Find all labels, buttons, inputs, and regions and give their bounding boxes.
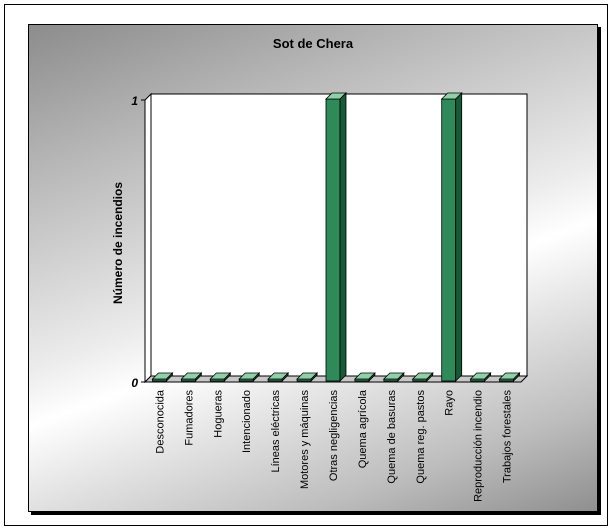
bar [296,372,319,382]
chart-bars [151,92,521,382]
chart-title: Sot de Chera [273,36,354,51]
bar-side [194,372,202,382]
bar [440,92,463,382]
bar [180,372,203,382]
y-tick-labels: 01 [131,94,138,390]
bar [498,372,521,382]
x-tick-label: Intencionado [241,390,253,453]
y-tick-label: 0 [131,376,138,390]
bar-side [281,372,289,382]
bar [209,372,232,382]
bar [382,372,405,382]
bar-front [441,98,457,382]
bar-front [325,98,341,382]
x-tick-label: Desconocida [154,389,166,453]
bar [353,372,376,382]
x-tick-label: Quema reg. pastos [415,390,427,484]
x-tick-labels: Desconocida Fumadores Hogueras Intencionado… [154,389,513,502]
bar-side [484,372,492,382]
bar-side [455,92,463,382]
bar-side [397,372,405,382]
y-axis-label: Número de incendios [111,182,125,304]
x-tick-label: Trabajos forestales [502,390,514,484]
bar [238,372,261,382]
bar [151,372,174,382]
bar-side [513,372,520,382]
x-tick-label: Quema agrícola [357,389,369,468]
bar-side [339,92,347,382]
bar-side [368,372,376,382]
y-tick-label: 1 [131,94,138,108]
bar-side [252,372,260,382]
x-tick-label: Rayo [444,390,456,416]
side-wall [144,92,152,384]
bar-side [166,372,173,382]
bar-side [426,372,434,382]
bar [411,372,434,382]
x-tick-label: Hogueras [212,390,224,438]
x-tick-label: Motores y máquinas [299,390,311,490]
bar [267,372,290,382]
x-tick-label: Reproducción incendio [473,390,485,502]
bar-side [223,372,231,382]
bar-side [310,372,318,382]
bar [469,372,492,382]
x-tick-label: Otras negligencias [328,390,340,482]
x-tick-label: Fumadores [183,390,195,446]
x-tick-label: Líneas eléctricas [270,390,282,473]
bar [325,92,347,382]
x-tick-label: Quema de basuras [386,390,398,484]
